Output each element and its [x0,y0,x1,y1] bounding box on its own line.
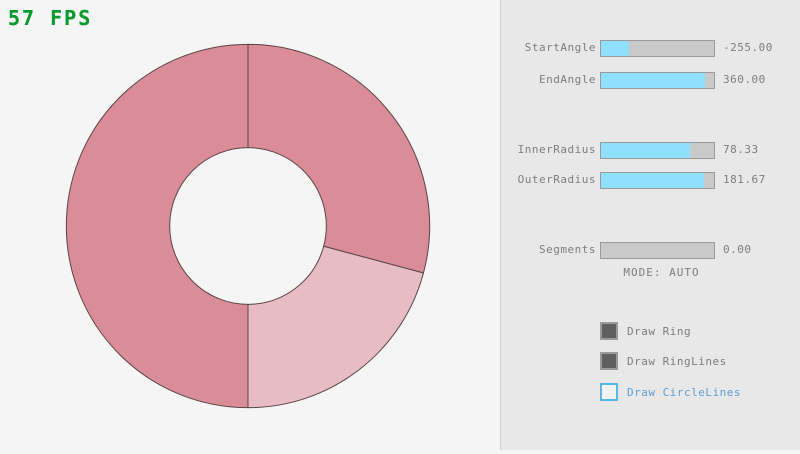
slider-label-endangle: EndAngle [539,73,596,86]
slider-value-outerradius: 181.67 [723,173,766,186]
slider-row-segments: Segments 0.00 [501,242,800,260]
mode-label: MODE: AUTO [623,266,700,279]
slider-fill-startangle [601,41,630,56]
ring-svg [65,43,431,409]
slider-row-outerradius: OuterRadius 181.67 [501,172,800,190]
slider-label-segments: Segments [539,243,596,256]
slider-segments[interactable] [600,242,715,259]
fps-counter: 57 FPS [8,6,93,30]
slider-startangle[interactable] [600,40,715,57]
checkbox-row-draw-circlelines[interactable]: Draw CircleLines [600,381,741,403]
checkbox-draw-circlelines[interactable] [600,383,618,401]
slider-value-startangle: -255.00 [723,41,773,54]
checkbox-label-draw-circlelines: Draw CircleLines [627,385,741,399]
checkbox-row-draw-ring[interactable]: Draw Ring [600,320,691,342]
ring-segment-1 [247,245,424,409]
render-canvas: 57 FPS [8,6,431,409]
checkbox-draw-ringlines[interactable] [600,352,618,370]
slider-row-startangle: StartAngle -255.00 [501,40,800,58]
ring-segment-0 [247,43,431,274]
slider-value-segments: 0.00 [723,243,752,256]
slider-fill-innerradius [601,143,691,158]
checkbox-draw-ring[interactable] [600,322,618,340]
slider-row-endangle: EndAngle 360.00 [501,72,800,90]
checkbox-row-draw-ringlines[interactable]: Draw RingLines [600,350,727,372]
slider-value-innerradius: 78.33 [723,143,759,156]
slider-value-endangle: 360.00 [723,73,766,86]
slider-row-innerradius: InnerRadius 78.33 [501,142,800,160]
checkbox-label-draw-ringlines: Draw RingLines [627,354,727,368]
controls-panel: StartAngle -255.00 EndAngle 360.00 InnerRadi… [501,0,800,450]
slider-label-outerradius: OuterRadius [517,173,596,186]
slider-label-innerradius: InnerRadius [517,143,596,156]
slider-endangle[interactable] [600,72,715,89]
checkbox-label-draw-ring: Draw Ring [627,324,692,338]
slider-innerradius[interactable] [600,142,715,159]
slider-fill-endangle [601,73,705,88]
ring-segment-2 [65,43,249,409]
donut-ring-chart [65,43,431,409]
slider-label-startangle: StartAngle [524,41,596,54]
slider-outerradius[interactable] [600,172,715,189]
panel-divider [500,0,501,450]
slider-fill-outerradius [601,173,704,188]
